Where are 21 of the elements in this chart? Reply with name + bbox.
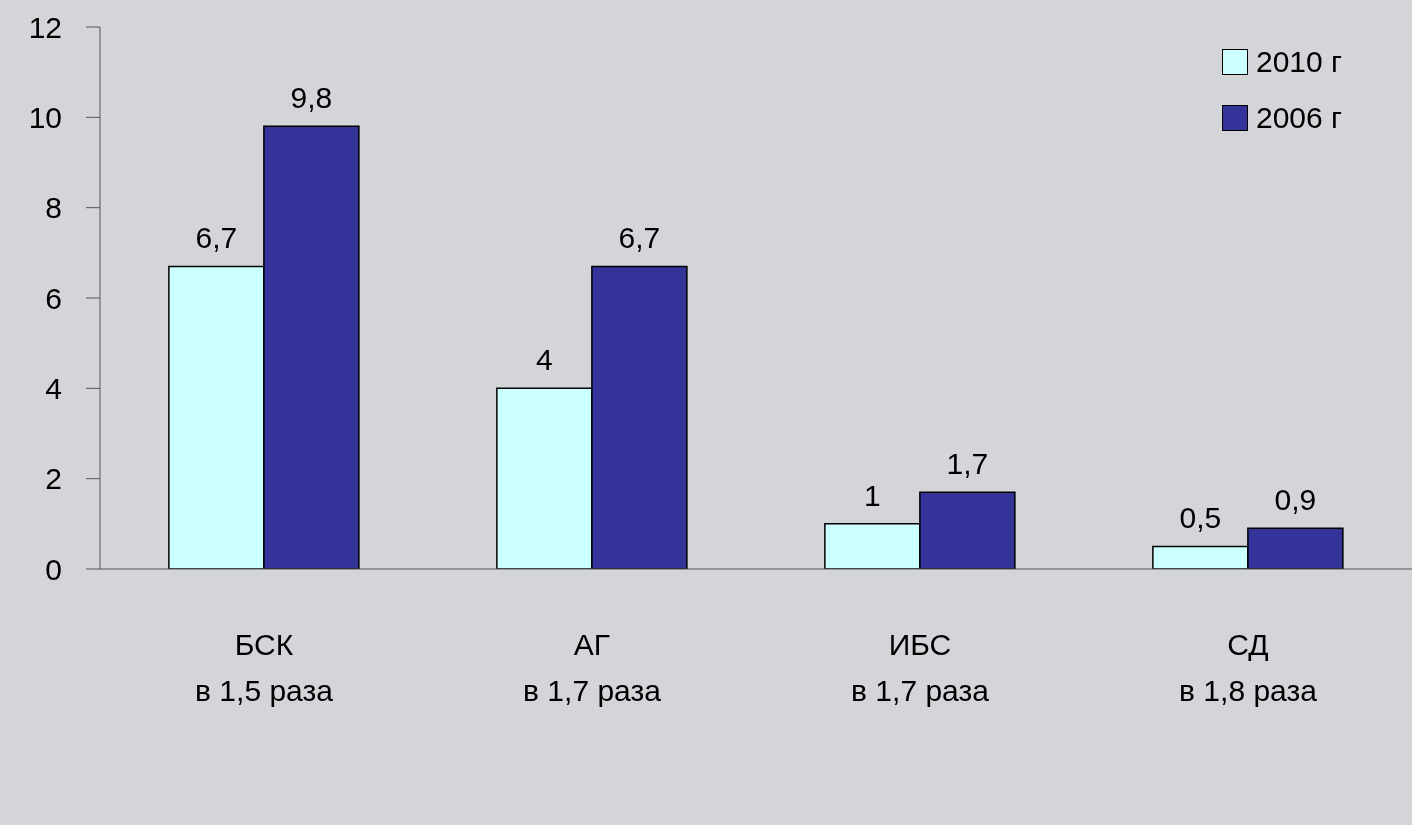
x-tick-label: БСК в 1,5 раза [195, 628, 334, 707]
legend-label: 2006 г [1255, 101, 1342, 135]
data-label: 1,7 [946, 447, 989, 481]
legend-label: 2010 г [1255, 45, 1342, 79]
y-tick-label: 4 [45, 371, 62, 405]
y-tick-label: 0 [45, 552, 62, 586]
y-tick-label: 6 [45, 281, 62, 315]
data-label: 6,7 [618, 221, 661, 255]
data-label: 0,5 [1179, 501, 1222, 535]
x-tick-label: СД в 1,8 раза [1179, 628, 1318, 707]
x-tick-label: АГ в 1,7 раза [523, 628, 662, 707]
data-label: 6,7 [195, 221, 238, 255]
data-label: 9,8 [290, 81, 333, 115]
x-tick-label: ИБС в 1,7 раза [851, 628, 990, 707]
y-tick-label: 8 [45, 191, 62, 225]
data-label: 0,9 [1274, 483, 1317, 517]
y-tick-label: 12 [28, 10, 62, 44]
y-tick-label: 2 [45, 462, 62, 496]
y-tick-label: 10 [28, 100, 62, 134]
data-label: 1 [864, 478, 881, 512]
data-label: 4 [536, 343, 553, 377]
